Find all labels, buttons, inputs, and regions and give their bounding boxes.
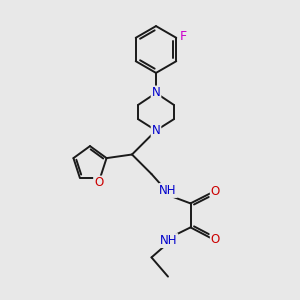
Text: N: N — [152, 124, 160, 137]
Text: O: O — [211, 185, 220, 198]
Text: O: O — [211, 233, 220, 246]
Text: N: N — [152, 86, 160, 100]
Text: F: F — [179, 30, 186, 43]
Text: NH: NH — [159, 184, 177, 197]
Text: NH: NH — [160, 234, 177, 247]
Text: O: O — [94, 176, 104, 190]
